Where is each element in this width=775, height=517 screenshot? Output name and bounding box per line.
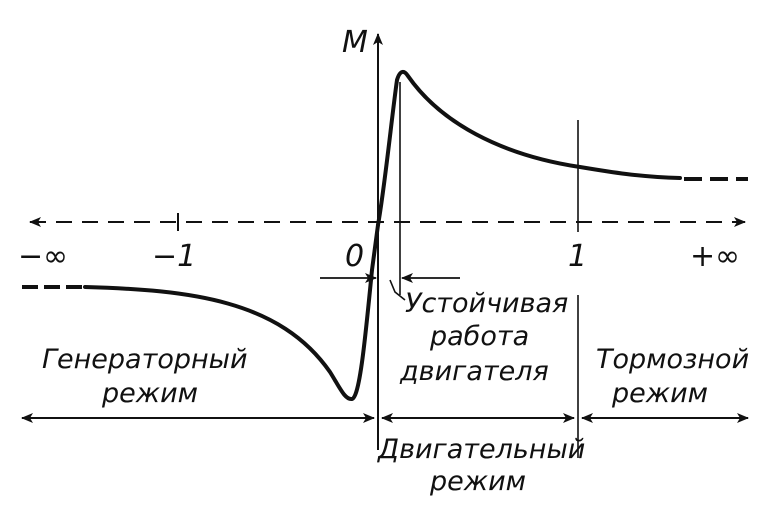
brake-label-line1: Тормозной [596, 344, 749, 375]
tick-label-zero: 0 [345, 239, 364, 274]
brake-label-line2: режим [611, 378, 708, 409]
stable-label-line3: двигателя [399, 356, 549, 387]
torque-curve-upper [376, 69, 682, 227]
stable-leader [389, 279, 406, 301]
tick-label-minus-one: −1 [152, 239, 196, 274]
motor-label-line1: Двигательный [377, 434, 585, 465]
generator-label-line1: Генераторный [42, 344, 248, 375]
stable-label-line2: работа [429, 321, 529, 352]
y-axis-label: M [342, 25, 368, 60]
tick-label-pos-inf: +∞ [690, 239, 740, 274]
tick-label-one: 1 [568, 239, 587, 274]
torque-curve-lower [83, 223, 380, 401]
motor-label-line2: режим [429, 466, 526, 497]
generator-label-line2: режим [101, 378, 198, 409]
stable-label-line1: Устойчивая [405, 288, 568, 319]
tick-label-neg-inf: −∞ [18, 239, 68, 274]
